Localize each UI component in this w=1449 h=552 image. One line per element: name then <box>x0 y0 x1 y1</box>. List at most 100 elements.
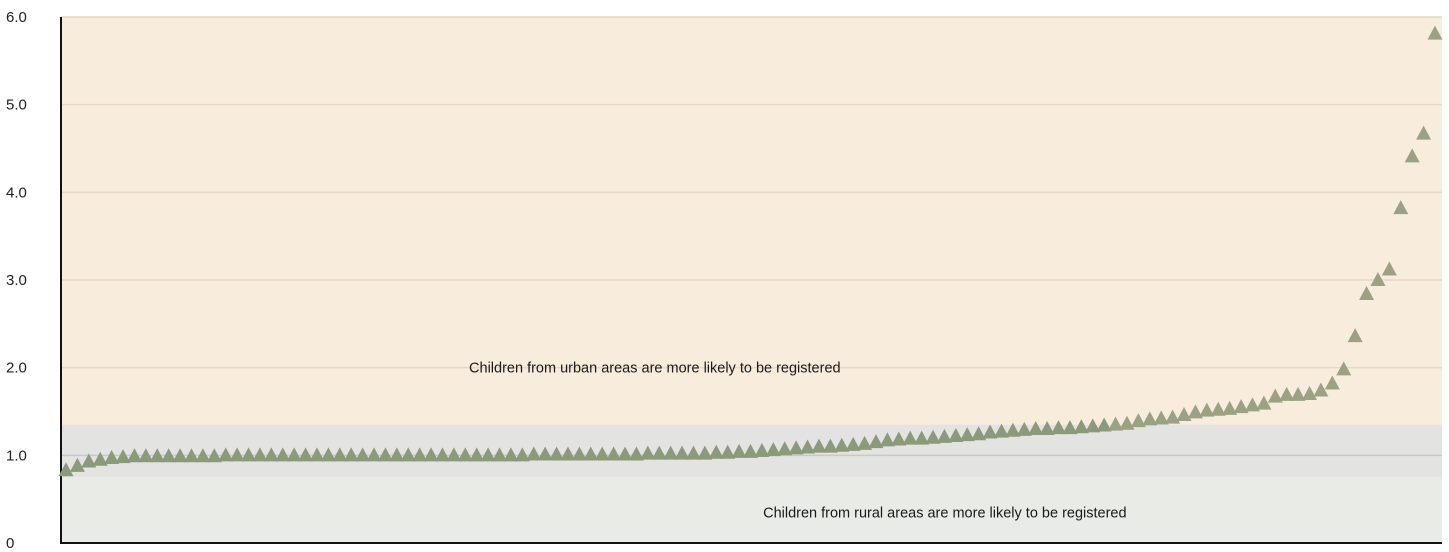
data-point <box>982 424 998 439</box>
data-point <box>617 446 633 461</box>
data-point <box>1085 418 1101 433</box>
data-point <box>891 431 907 446</box>
data-point <box>412 447 428 462</box>
data-point <box>332 447 348 462</box>
data-point <box>1005 422 1021 437</box>
data-point <box>1119 415 1135 430</box>
data-point <box>275 447 291 462</box>
data-markers <box>58 25 1443 477</box>
data-point <box>743 443 758 458</box>
data-point <box>1416 125 1432 140</box>
data-point <box>1370 272 1386 286</box>
data-point <box>1279 386 1295 401</box>
data-point <box>1096 417 1112 432</box>
data-point <box>1404 148 1420 163</box>
y-tick-label: 5.0 <box>6 97 27 114</box>
data-point <box>765 442 781 457</box>
data-point <box>1336 361 1352 376</box>
data-point <box>389 447 405 462</box>
data-point <box>149 448 165 463</box>
data-point <box>1324 375 1340 390</box>
data-point <box>1187 404 1203 419</box>
data-point <box>92 451 108 466</box>
data-point <box>936 428 952 443</box>
data-point <box>514 447 530 462</box>
band-rural <box>61 477 1442 543</box>
data-point <box>537 446 553 461</box>
data-point <box>708 444 724 459</box>
data-point <box>674 445 690 460</box>
data-point <box>377 447 393 462</box>
region-annotations: Children from urban areas are more likel… <box>469 361 1127 522</box>
data-point <box>320 447 336 462</box>
data-point <box>1302 385 1318 400</box>
data-point <box>834 437 850 452</box>
data-point <box>457 447 473 462</box>
data-point <box>343 447 359 462</box>
data-point <box>754 442 770 457</box>
data-point <box>1256 395 1272 410</box>
data-point <box>811 438 827 453</box>
data-point <box>549 446 565 461</box>
data-point <box>126 448 142 463</box>
data-point <box>1051 420 1067 435</box>
data-point <box>628 446 644 461</box>
data-point <box>685 445 701 460</box>
data-point <box>594 446 610 461</box>
region-annotation: Children from urban areas are more likel… <box>469 361 841 377</box>
y-tick-label: 1.0 <box>6 447 27 464</box>
data-point <box>948 428 964 443</box>
data-point <box>651 445 667 460</box>
data-point <box>1393 200 1409 215</box>
data-point <box>480 447 496 462</box>
data-point <box>161 448 177 463</box>
data-point <box>1153 410 1169 425</box>
data-point <box>1062 420 1078 435</box>
data-point <box>206 448 222 463</box>
data-point <box>446 447 462 462</box>
y-axis-tick-labels: 0 1.0 2.0 3.0 4.0 5.0 6.0 <box>6 9 27 552</box>
data-point <box>138 448 154 463</box>
data-point <box>469 447 485 462</box>
y-tick-label: 4.0 <box>6 184 27 201</box>
data-point <box>183 448 199 463</box>
y-tick-label: 0 <box>6 535 14 552</box>
data-point <box>492 447 508 462</box>
region-annotation: Children from rural areas are more likel… <box>763 505 1126 521</box>
y-tick-label: 6.0 <box>6 9 27 26</box>
data-point <box>879 432 895 447</box>
data-point <box>1381 261 1397 276</box>
data-point <box>115 449 131 464</box>
data-point <box>1244 397 1260 412</box>
data-point <box>583 446 599 461</box>
data-point <box>1267 388 1283 403</box>
data-point <box>720 444 736 459</box>
data-point <box>697 445 713 460</box>
data-point <box>1176 407 1192 422</box>
data-point <box>606 446 622 461</box>
data-point <box>1142 411 1158 426</box>
data-point <box>663 445 679 460</box>
data-point <box>423 447 439 462</box>
data-point <box>925 429 941 444</box>
data-point <box>845 436 861 451</box>
data-point <box>560 446 576 461</box>
data-point <box>252 447 268 462</box>
data-point <box>777 441 793 456</box>
data-point <box>1039 421 1055 436</box>
data-point <box>1313 382 1329 397</box>
data-point <box>1359 286 1375 301</box>
y-tick-label: 3.0 <box>6 272 27 289</box>
data-point <box>1165 409 1181 424</box>
data-point <box>1016 421 1032 436</box>
data-point <box>1290 386 1306 401</box>
data-point <box>58 462 74 477</box>
data-point <box>959 427 975 442</box>
data-point <box>914 430 930 445</box>
data-point <box>366 447 382 462</box>
data-point <box>788 440 804 455</box>
data-point <box>1028 421 1044 436</box>
data-point <box>1233 399 1249 414</box>
data-point <box>309 447 325 462</box>
